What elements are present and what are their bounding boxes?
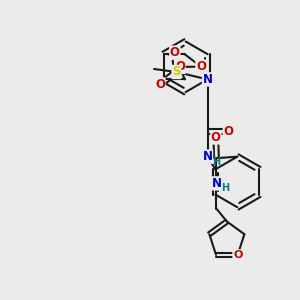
Text: O: O (175, 60, 185, 74)
Text: O: O (211, 131, 221, 144)
Text: O: O (196, 60, 206, 73)
Text: O: O (233, 250, 242, 260)
Text: O: O (170, 46, 180, 59)
Text: H: H (221, 183, 230, 193)
Text: N: N (212, 177, 221, 190)
Text: H: H (212, 157, 220, 167)
Text: S: S (172, 65, 181, 79)
Text: O: O (224, 125, 233, 138)
Text: N: N (202, 150, 212, 163)
Text: O: O (155, 78, 165, 91)
Text: N: N (202, 73, 212, 86)
